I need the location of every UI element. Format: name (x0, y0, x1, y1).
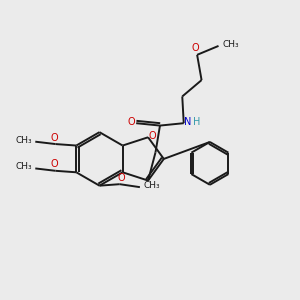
Text: O: O (50, 159, 58, 169)
Text: CH₃: CH₃ (15, 136, 32, 145)
Text: CH₃: CH₃ (143, 181, 160, 190)
Text: O: O (192, 43, 200, 53)
Text: CH₃: CH₃ (222, 40, 239, 49)
Text: O: O (149, 131, 156, 141)
Text: O: O (117, 172, 125, 183)
Text: O: O (50, 133, 58, 142)
Text: O: O (127, 117, 135, 127)
Text: H: H (193, 117, 200, 127)
Text: CH₃: CH₃ (15, 162, 32, 171)
Text: N: N (184, 117, 192, 127)
